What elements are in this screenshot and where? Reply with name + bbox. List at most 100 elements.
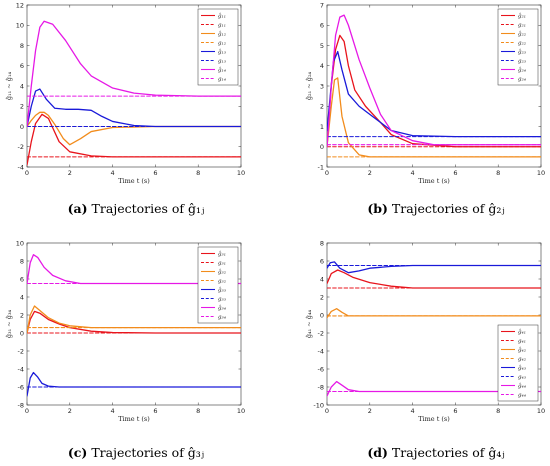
x-tick-label: 2 [68,169,72,177]
y-tick-label: -6 [318,365,324,373]
legend-entry: g₄₄ [518,393,526,399]
legend-entry: g₄₃ [518,375,526,381]
x-axis-label: Time t (s) [118,415,150,423]
y-tick-label: -4 [318,347,324,355]
x-tick-label: 6 [153,407,157,415]
x-axis-label: Time t (s) [118,177,150,185]
x-tick-label: 2 [368,407,372,415]
chart-panel-4: 0 2 4 6 8 10 -10 -8 -6 -4 -2 0 2 4 6 8 Time t (s) ĝ₄₁ ~ ĝ… [305,239,545,460]
legend-box [497,8,539,86]
y-tick-label: -2 [318,329,324,337]
legend-entry: g₂₄ [518,77,526,83]
legend-entry: ĝ₁₁ [218,13,226,20]
legend: ĝ₁₁ g₁₁ ĝ₁₂ g₁₂ ĝ₁₃ g₁₃ ĝ₁₄ g₁₄ [197,8,239,86]
y-tick-label: 0 [20,123,24,131]
legend-entry: ĝ₄₂ [518,347,526,354]
y-axis-label: ĝ₁₁ ~ ĝ₁₄ [5,71,13,100]
chart-panel-1: 0 2 4 6 8 10 -4 -2 0 2 4 6 8 10 12 Time t (s) ĝ₁₁ ~ ĝ₁₄ ĝ… [5,1,245,216]
y-tick-label: 2 [320,103,324,111]
legend-entry: g₁₂ [218,41,226,47]
x-tick-label: 8 [196,407,200,415]
legend-entry: ĝ₂₃ [518,49,526,56]
y-axis-label: ĝ₄₁ ~ ĝ₄₄ [305,309,313,338]
y-tick-label: 10 [16,22,24,30]
y-tick-label: 0 [320,143,324,151]
x-tick-label: 10 [537,407,545,415]
x-tick-label: 8 [196,169,200,177]
legend-box [197,246,239,324]
y-axis-label: ĝ₂₁ ~ ĝ₂₄ [305,71,313,100]
legend-entry: ĝ₂₂ [518,31,526,38]
legend-entry: g₁₃ [218,59,226,65]
y-tick-label: 0 [20,329,24,337]
y-tick-label: 2 [20,103,24,111]
y-tick-label: 7 [320,1,324,9]
legend-box [497,324,539,402]
x-tick-label: 0 [25,407,29,415]
y-tick-label: 4 [20,82,24,90]
y-tick-label: -6 [18,383,24,391]
legend-entry: g₄₂ [518,357,526,363]
x-axis-label: Time t (s) [418,415,450,423]
legend-entry: g₄₁ [518,339,526,345]
x-tick-label: 6 [453,407,457,415]
x-axis-label: Time t (s) [418,177,450,185]
y-tick-label: 2 [20,311,24,319]
series-line-5 [27,371,241,397]
legend-entry: ĝ₂₄ [518,67,526,74]
legend-entry: ĝ₃₄ [218,305,226,312]
x-tick-label: 8 [496,407,500,415]
series-line-3 [27,111,241,146]
y-tick-label: 8 [20,42,24,50]
x-tick-label: 0 [325,407,329,415]
legend-entry: ĝ₁₂ [218,31,226,38]
y-tick-label: 0 [320,311,324,319]
y-tick-label: 4 [20,293,24,301]
series-line-7 [27,20,241,128]
y-tick-label: -1 [318,163,324,171]
y-tick-label: 8 [20,257,24,265]
y-tick-label: 5 [320,42,324,50]
legend-entry: g₁₁ [218,23,226,29]
x-tick-label: 6 [453,169,457,177]
x-tick-label: 0 [25,169,29,177]
y-tick-label: 10 [16,239,24,247]
x-tick-label: 10 [237,407,245,415]
y-tick-label: 6 [20,62,24,70]
legend-entry: ĝ₁₃ [218,49,226,56]
legend: ĝ₃₁ g₃₁ ĝ₃₂ g₃₂ ĝ₃₃ g₃₃ ĝ₃₄ g₃₄ [197,246,239,324]
legend-entry: g₃₂ [218,279,226,285]
y-tick-label: 3 [320,82,324,90]
x-tick-label: 4 [111,169,115,177]
y-tick-label: -8 [318,383,324,391]
y-tick-label: 1 [320,123,324,131]
x-tick-label: 4 [411,407,415,415]
x-tick-label: 10 [537,169,545,177]
legend: ĝ₂₁ g₂₁ ĝ₂₂ g₂₂ ĝ₂₃ g₂₃ ĝ₂₄ g₂₄ [497,8,539,86]
panel-caption: (b) Trajectories of ĝ₂ⱼ [367,201,504,216]
y-tick-label: 4 [320,62,324,70]
x-tick-label: 2 [68,407,72,415]
x-tick-label: 8 [496,169,500,177]
panel-caption: (a) Trajectories of ĝ₁ⱼ [68,201,205,216]
x-tick-label: 4 [411,169,415,177]
legend-entry: ĝ₃₁ [218,251,226,258]
legend-entry: g₁₄ [218,77,226,83]
y-tick-label: -4 [18,163,24,171]
series-line-1 [327,34,541,148]
y-tick-label: -4 [18,365,24,373]
x-tick-label: 10 [237,169,245,177]
series-line-5 [27,88,241,128]
legend-entry: ĝ₂₁ [518,13,526,20]
x-tick-label: 0 [325,169,329,177]
series-line-7 [327,14,541,148]
legend-entry: ĝ₄₁ [518,329,526,336]
x-tick-label: 4 [111,407,115,415]
x-tick-label: 2 [368,169,372,177]
legend-entry: ĝ₃₃ [218,287,226,294]
y-tick-label: -10 [313,401,324,409]
y-axis-label: ĝ₃₁ ~ ĝ₃₄ [5,309,13,338]
y-tick-label: -2 [18,347,24,355]
